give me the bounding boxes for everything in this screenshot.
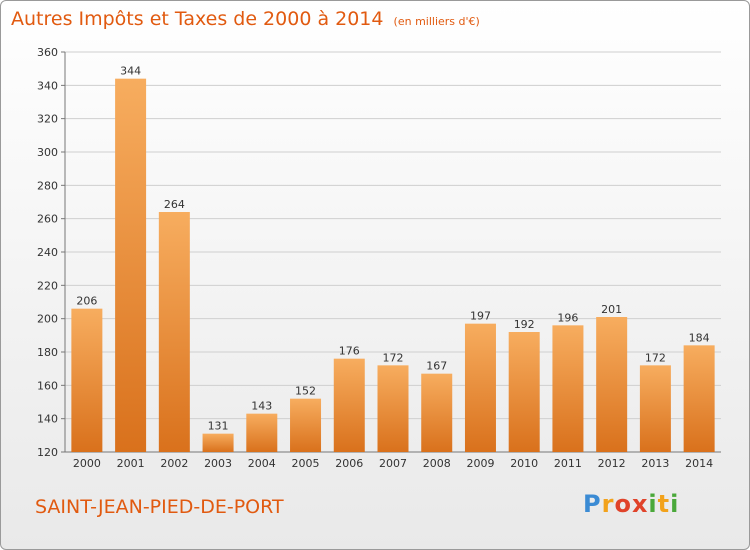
data-label: 197 <box>470 310 491 323</box>
y-tick-label: 240 <box>37 246 58 259</box>
data-label: 201 <box>601 303 622 316</box>
y-tick-label: 180 <box>37 346 58 359</box>
bar <box>421 373 453 452</box>
bar <box>508 332 540 452</box>
data-label: 264 <box>164 198 185 211</box>
bar <box>333 358 365 452</box>
bar <box>158 212 190 452</box>
data-label: 172 <box>645 351 666 364</box>
x-tick-label: 2014 <box>685 457 713 470</box>
bar <box>115 78 147 453</box>
logo-letter: x <box>631 490 649 518</box>
logo-letter: P <box>583 490 602 518</box>
y-tick-label: 280 <box>37 179 58 192</box>
x-tick-label: 2000 <box>73 457 101 470</box>
logo-letter: o <box>614 490 632 518</box>
x-tick-label: 2001 <box>117 457 145 470</box>
data-label: 152 <box>295 385 316 398</box>
bar <box>552 325 584 452</box>
data-label: 192 <box>514 318 535 331</box>
bar <box>377 365 409 452</box>
chart-title-text: Autres Impôts et Taxes de 2000 à 2014 <box>11 8 384 30</box>
bar <box>464 323 496 452</box>
proxiti-logo: Proxiti <box>583 490 679 518</box>
data-label: 172 <box>383 351 404 364</box>
x-tick-label: 2002 <box>160 457 188 470</box>
bar <box>202 433 234 452</box>
x-tick-label: 2005 <box>292 457 320 470</box>
y-tick-label: 160 <box>37 379 58 392</box>
data-label: 176 <box>339 345 360 358</box>
y-tick-label: 140 <box>37 413 58 426</box>
x-tick-label: 2010 <box>510 457 538 470</box>
y-tick-label: 360 <box>37 46 58 59</box>
y-tick-label: 260 <box>37 213 58 226</box>
bar <box>290 398 322 452</box>
x-tick-label: 2003 <box>204 457 232 470</box>
x-tick-label: 2004 <box>248 457 276 470</box>
y-tick-label: 340 <box>37 79 58 92</box>
x-tick-label: 2007 <box>379 457 407 470</box>
data-label: 131 <box>208 420 229 433</box>
x-tick-label: 2006 <box>335 457 363 470</box>
data-label: 196 <box>557 311 578 324</box>
data-label: 184 <box>689 331 710 344</box>
logo-letter: i <box>670 490 680 518</box>
bar <box>683 345 715 452</box>
data-label: 206 <box>76 295 97 308</box>
x-tick-label: 2013 <box>641 457 669 470</box>
y-tick-label: 320 <box>37 113 58 126</box>
y-tick-label: 120 <box>37 446 58 459</box>
x-tick-label: 2008 <box>423 457 451 470</box>
logo-letter: t <box>657 490 671 518</box>
y-tick-label: 200 <box>37 313 58 326</box>
y-tick-label: 220 <box>37 279 58 292</box>
x-tick-label: 2012 <box>598 457 626 470</box>
data-label: 344 <box>120 65 141 78</box>
commune-name: SAINT-JEAN-PIED-DE-PORT <box>35 496 284 518</box>
x-tick-label: 2009 <box>466 457 494 470</box>
logo-letter: r <box>601 490 615 518</box>
bar <box>71 308 103 452</box>
data-label: 143 <box>251 400 272 413</box>
logo-letter: i <box>648 490 658 518</box>
bar <box>246 413 278 452</box>
x-tick-label: 2011 <box>554 457 582 470</box>
bar <box>596 317 628 452</box>
y-tick-label: 300 <box>37 146 58 159</box>
chart-title: Autres Impôts et Taxes de 2000 à 2014 (e… <box>11 8 480 30</box>
data-label: 167 <box>426 360 447 373</box>
chart-unit: (en milliers d'€) <box>393 15 480 28</box>
bar <box>639 365 671 452</box>
